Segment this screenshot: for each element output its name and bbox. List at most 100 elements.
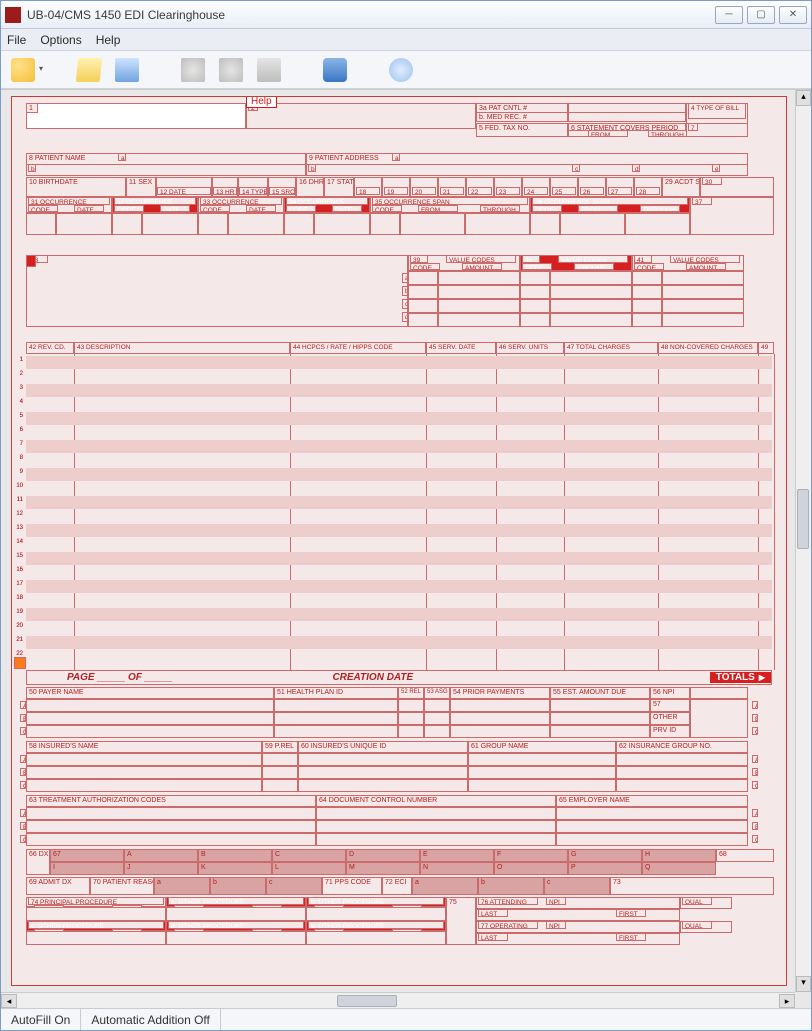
dx-O[interactable]: O bbox=[494, 862, 568, 875]
f-74-1[interactable] bbox=[166, 907, 306, 921]
dx-B[interactable]: B bbox=[198, 849, 272, 862]
dx-M[interactable]: M bbox=[346, 862, 420, 875]
f-39-b-c[interactable] bbox=[408, 285, 438, 299]
dx-F[interactable]: F bbox=[494, 849, 568, 862]
f-39-a-c[interactable] bbox=[408, 271, 438, 285]
field-8b[interactable] bbox=[26, 164, 306, 176]
menu-file[interactable]: File bbox=[7, 33, 26, 47]
f-62-B[interactable] bbox=[616, 766, 748, 779]
f-41-b-a[interactable] bbox=[662, 285, 744, 299]
print-preview-icon[interactable] bbox=[181, 58, 205, 82]
vscroll-thumb[interactable] bbox=[797, 489, 809, 549]
horizontal-scrollbar[interactable]: ◂ ▸ bbox=[1, 992, 795, 1008]
f-35-f[interactable] bbox=[400, 213, 465, 235]
f-58-C[interactable] bbox=[26, 779, 262, 792]
f-50-C[interactable] bbox=[26, 725, 274, 738]
menu-help[interactable]: Help bbox=[96, 33, 121, 47]
f-72-a[interactable]: a bbox=[412, 877, 478, 895]
dx-J[interactable]: J bbox=[124, 862, 198, 875]
f-74-2[interactable] bbox=[306, 907, 446, 921]
f-65-A[interactable] bbox=[556, 807, 748, 820]
f-39-c-a[interactable] bbox=[438, 299, 520, 313]
f-60-B[interactable] bbox=[298, 766, 468, 779]
open-icon[interactable] bbox=[76, 58, 103, 82]
f-53-A[interactable] bbox=[424, 699, 450, 712]
f-74b-1[interactable] bbox=[166, 931, 306, 945]
f-39-b-a[interactable] bbox=[438, 285, 520, 299]
dx-K[interactable]: K bbox=[198, 862, 272, 875]
help-icon[interactable] bbox=[389, 58, 413, 82]
f-39-d-c[interactable] bbox=[408, 313, 438, 327]
f-40-b-c[interactable] bbox=[520, 285, 550, 299]
field-32-code[interactable] bbox=[112, 213, 142, 235]
f-61-A[interactable] bbox=[468, 753, 616, 766]
f-40-a-c[interactable] bbox=[520, 271, 550, 285]
f-63-B[interactable] bbox=[26, 820, 316, 833]
dx-C[interactable]: C bbox=[272, 849, 346, 862]
f-63-C[interactable] bbox=[26, 833, 316, 846]
f-41-b-c[interactable] bbox=[632, 285, 662, 299]
f-35-t[interactable] bbox=[465, 213, 530, 235]
f-52-B[interactable] bbox=[398, 712, 424, 725]
f-65-C[interactable] bbox=[556, 833, 748, 846]
field-32-date[interactable] bbox=[142, 213, 198, 235]
f-36-f[interactable] bbox=[560, 213, 625, 235]
f-40-c-c[interactable] bbox=[520, 299, 550, 313]
dx-E[interactable]: E bbox=[420, 849, 494, 862]
f-41-a-c[interactable] bbox=[632, 271, 662, 285]
f-50-A[interactable] bbox=[26, 699, 274, 712]
minimize-button[interactable]: ─ bbox=[715, 6, 743, 24]
f-74b-0[interactable] bbox=[26, 931, 166, 945]
f-59-A[interactable] bbox=[262, 753, 298, 766]
f-72-b[interactable]: b bbox=[478, 877, 544, 895]
f-72-c[interactable]: c bbox=[544, 877, 610, 895]
f-36-c[interactable] bbox=[530, 213, 560, 235]
f-64-B[interactable] bbox=[316, 820, 556, 833]
dx-Q[interactable]: Q bbox=[642, 862, 716, 875]
menu-options[interactable]: Options bbox=[40, 33, 81, 47]
f-39-a-a[interactable] bbox=[438, 271, 520, 285]
scroll-left-icon[interactable]: ◂ bbox=[1, 994, 17, 1008]
f-39-c-c[interactable] bbox=[408, 299, 438, 313]
field-31-date[interactable] bbox=[56, 213, 112, 235]
field-57[interactable] bbox=[690, 699, 748, 738]
f-64-C[interactable] bbox=[316, 833, 556, 846]
f-55-A[interactable] bbox=[550, 699, 650, 712]
f-41-c-c[interactable] bbox=[632, 299, 662, 313]
f-65-B[interactable] bbox=[556, 820, 748, 833]
dx-I[interactable]: I bbox=[50, 862, 124, 875]
f-62-A[interactable] bbox=[616, 753, 748, 766]
f-40-b-a[interactable] bbox=[550, 285, 632, 299]
maximize-button[interactable]: ▢ bbox=[747, 6, 775, 24]
dx-N[interactable]: N bbox=[420, 862, 494, 875]
form-help-button[interactable]: Help bbox=[246, 96, 277, 108]
f-40-d-a[interactable] bbox=[550, 313, 632, 327]
f-39-d-a[interactable] bbox=[438, 313, 520, 327]
f-35-c[interactable] bbox=[370, 213, 400, 235]
f-61-C[interactable] bbox=[468, 779, 616, 792]
scroll-down-icon[interactable]: ▾ bbox=[796, 976, 811, 992]
f-54-B[interactable] bbox=[450, 712, 550, 725]
dx-A[interactable]: A bbox=[124, 849, 198, 862]
field-31-code[interactable] bbox=[26, 213, 56, 235]
f-59-C[interactable] bbox=[262, 779, 298, 792]
database-icon[interactable] bbox=[323, 58, 347, 82]
f-51-C[interactable] bbox=[274, 725, 398, 738]
new-doc-icon[interactable] bbox=[11, 58, 35, 82]
print-batch-icon[interactable] bbox=[257, 58, 281, 82]
f-70-c[interactable]: c bbox=[266, 877, 322, 895]
field-9b[interactable] bbox=[306, 164, 748, 176]
close-button[interactable]: ✕ bbox=[779, 6, 807, 24]
vertical-scrollbar[interactable]: ▴ ▾ bbox=[795, 90, 811, 992]
field-1[interactable] bbox=[26, 103, 246, 129]
dx-L[interactable]: L bbox=[272, 862, 346, 875]
f-60-A[interactable] bbox=[298, 753, 468, 766]
f-41-c-a[interactable] bbox=[662, 299, 744, 313]
f-60-C[interactable] bbox=[298, 779, 468, 792]
f-41-d-c[interactable] bbox=[632, 313, 662, 327]
f-50-B[interactable] bbox=[26, 712, 274, 725]
field-56[interactable] bbox=[690, 687, 748, 699]
field-33-date[interactable] bbox=[228, 213, 284, 235]
f-53-B[interactable] bbox=[424, 712, 450, 725]
f-62-C[interactable] bbox=[616, 779, 748, 792]
